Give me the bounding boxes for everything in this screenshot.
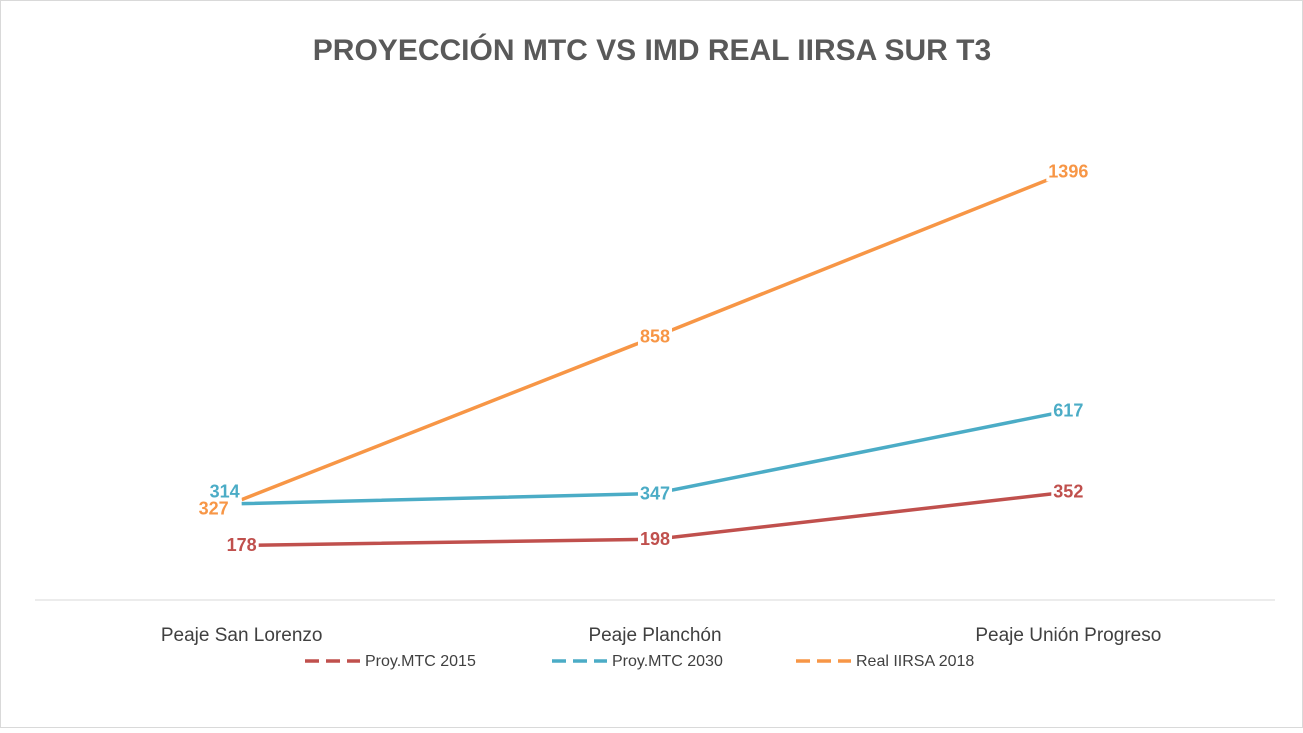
x-tick-label: Peaje Planchón xyxy=(588,625,721,646)
legend-label: Proy.MTC 2015 xyxy=(365,653,476,670)
chart-title: PROYECCIÓN MTC VS IMD REAL IIRSA SUR T3 xyxy=(313,33,991,67)
data-label-bg xyxy=(207,481,242,502)
data-label: 198 xyxy=(640,529,670,549)
x-tick-label: Peaje San Lorenzo xyxy=(161,625,323,646)
data-label: 327 xyxy=(199,498,229,518)
data-label-bg xyxy=(1051,400,1086,421)
data-label: 352 xyxy=(1053,482,1083,502)
legend-label: Real IIRSA 2018 xyxy=(856,653,974,670)
x-tick-label: Peaje Unión Progreso xyxy=(975,625,1161,646)
data-label-bg xyxy=(224,535,259,556)
legend-label: Proy.MTC 2030 xyxy=(612,653,723,670)
data-label: 314 xyxy=(210,481,240,501)
data-label: 1396 xyxy=(1048,161,1088,181)
data-label: 858 xyxy=(640,326,670,346)
data-label: 347 xyxy=(640,483,670,503)
data-label-bg xyxy=(196,498,231,519)
data-label-bg xyxy=(1051,481,1086,502)
data-label-bg xyxy=(637,483,673,504)
data-label-bg xyxy=(637,528,673,549)
data-label: 617 xyxy=(1053,400,1083,420)
data-label-bg xyxy=(1046,161,1091,182)
data-label-bg xyxy=(637,326,673,347)
data-label: 178 xyxy=(227,535,257,555)
